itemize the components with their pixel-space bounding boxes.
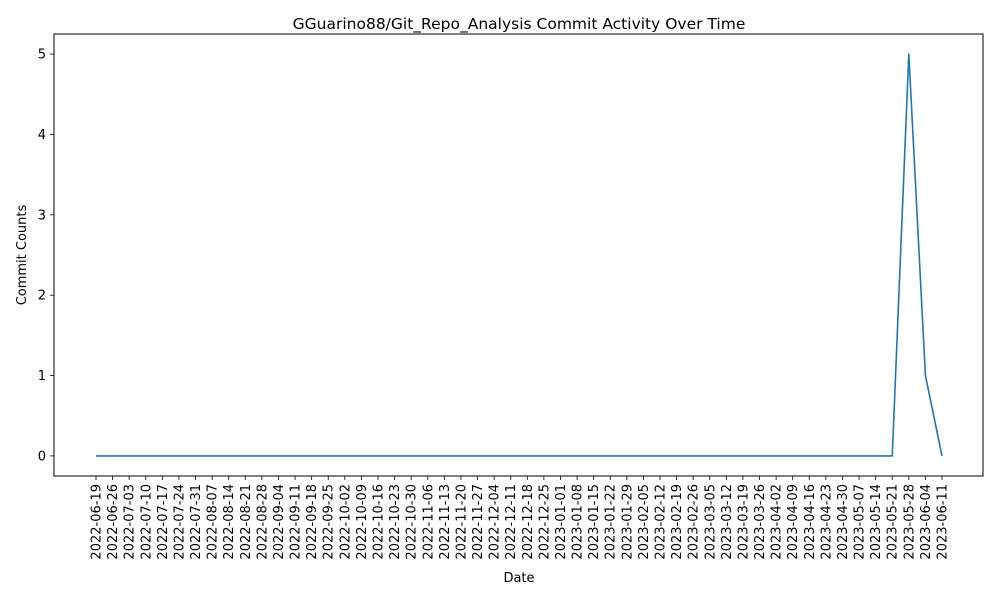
x-tick-label: 2023-05-28 bbox=[902, 484, 917, 560]
x-tick-label: 2022-08-07 bbox=[206, 484, 221, 560]
y-tick-label: 0 bbox=[38, 449, 46, 464]
x-tick-label: 2023-01-22 bbox=[604, 484, 619, 560]
x-tick-label: 2023-05-21 bbox=[886, 484, 901, 560]
chart-marks: 2022-06-19 2022-06-26 2022-07-03 2022-07-10… bbox=[38, 48, 951, 560]
chart-title: GGuarino88/Git_Repo_Analysis Commit Acti… bbox=[293, 15, 746, 34]
x-tick-label: 2023-04-30 bbox=[836, 484, 851, 560]
x-tick-label: 2022-10-30 bbox=[405, 484, 420, 560]
x-tick-label: 2022-07-24 bbox=[172, 484, 187, 560]
x-tick-label: 2022-07-17 bbox=[156, 484, 171, 560]
x-tick-label: 2023-03-19 bbox=[736, 484, 751, 560]
x-tick-label: 2023-03-05 bbox=[703, 484, 718, 560]
x-tick-label: 2022-06-26 bbox=[106, 484, 121, 560]
x-tick-label: 2023-01-15 bbox=[587, 484, 602, 560]
x-tick-label: 2023-04-16 bbox=[803, 484, 818, 560]
x-tick-label: 2023-02-26 bbox=[687, 484, 702, 560]
x-tick-label: 2023-05-07 bbox=[853, 484, 868, 560]
x-tick-label: 2022-08-21 bbox=[239, 484, 254, 560]
x-tick-label: 2022-08-28 bbox=[255, 484, 270, 560]
x-tick-label: 2023-04-09 bbox=[786, 484, 801, 560]
x-tick-label: 2022-11-20 bbox=[454, 484, 469, 560]
y-tick-label: 2 bbox=[38, 289, 46, 304]
y-axis-label: Commit Counts bbox=[15, 204, 30, 305]
x-tick-label: 2022-09-18 bbox=[305, 484, 320, 560]
x-tick-label: 2022-10-16 bbox=[372, 484, 387, 560]
x-tick-label: 2022-10-23 bbox=[388, 484, 403, 560]
x-tick-label: 2022-06-19 bbox=[90, 484, 105, 560]
x-tick-label: 2022-11-06 bbox=[421, 484, 436, 560]
x-tick-label: 2022-12-04 bbox=[488, 484, 503, 560]
x-tick-label: 2023-04-23 bbox=[819, 484, 834, 560]
x-tick-label: 2022-09-11 bbox=[289, 484, 304, 560]
x-tick-label: 2022-09-04 bbox=[272, 484, 287, 560]
x-tick-label: 2022-11-27 bbox=[471, 484, 486, 560]
y-tick-label: 4 bbox=[38, 128, 46, 143]
x-tick-label: 2023-01-01 bbox=[554, 484, 569, 560]
x-tick-label: 2023-02-19 bbox=[670, 484, 685, 560]
x-tick-label: 2022-11-13 bbox=[438, 484, 453, 560]
x-tick-label: 2022-08-14 bbox=[222, 484, 237, 560]
x-tick-label: 2022-12-25 bbox=[537, 484, 552, 560]
y-tick-label: 1 bbox=[38, 369, 46, 384]
x-tick-label: 2022-12-11 bbox=[504, 484, 519, 560]
x-tick-label: 2023-01-29 bbox=[620, 484, 635, 560]
x-tick-label: 2022-10-02 bbox=[338, 484, 353, 560]
x-tick-label: 2022-07-31 bbox=[189, 484, 204, 560]
y-tick-label: 5 bbox=[38, 48, 46, 63]
x-tick-label: 2023-02-05 bbox=[637, 484, 652, 560]
x-tick-label: 2022-07-03 bbox=[123, 484, 138, 560]
y-tick-label: 3 bbox=[38, 208, 46, 223]
x-tick-label: 2023-03-12 bbox=[720, 484, 735, 560]
x-axis-label: Date bbox=[503, 571, 534, 586]
x-tick-label: 2022-10-09 bbox=[355, 484, 370, 560]
series-line bbox=[96, 53, 943, 457]
x-tick-label: 2022-12-18 bbox=[521, 484, 536, 560]
x-tick-label: 2023-06-11 bbox=[936, 484, 951, 560]
x-tick-label: 2023-02-12 bbox=[654, 484, 669, 560]
x-tick-label: 2023-05-14 bbox=[869, 484, 884, 560]
x-tick-label: 2023-03-26 bbox=[753, 484, 768, 560]
x-tick-label: 2023-06-04 bbox=[919, 484, 934, 560]
plot-area bbox=[53, 33, 984, 477]
x-tick-label: 2022-07-10 bbox=[139, 484, 154, 560]
x-tick-label: 2022-09-25 bbox=[322, 484, 337, 560]
x-tick-label: 2023-04-02 bbox=[770, 484, 785, 560]
x-tick-label: 2023-01-08 bbox=[571, 484, 586, 560]
